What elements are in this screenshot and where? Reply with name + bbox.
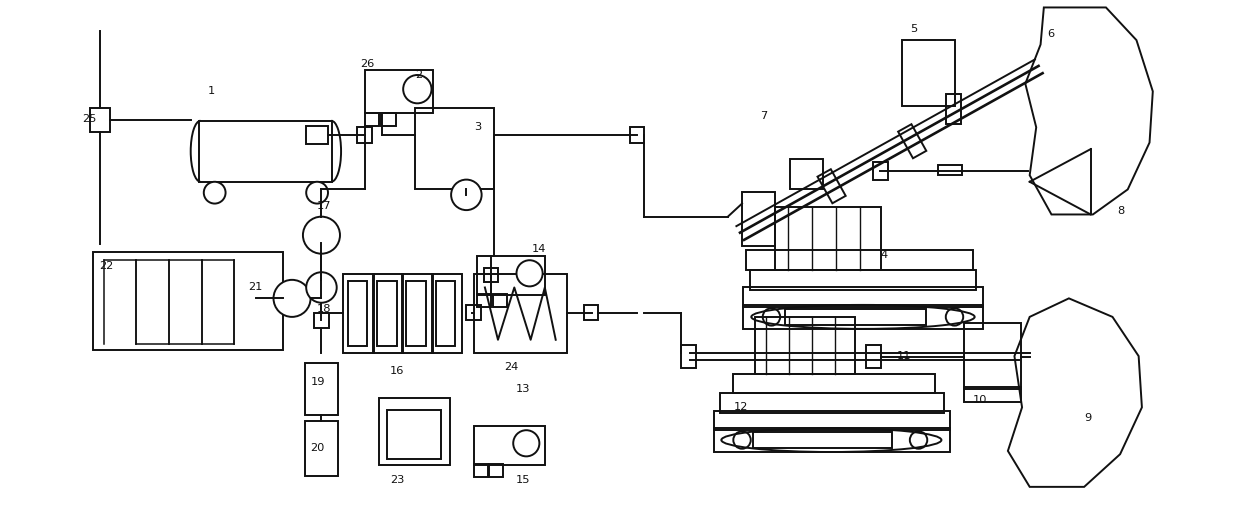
Bar [93,251,283,349]
Bar [379,397,450,465]
Circle shape [513,430,539,456]
Bar [714,411,950,430]
Bar [377,281,397,346]
Text: 4: 4 [880,250,888,260]
Bar [382,113,396,126]
Bar [743,287,983,307]
Bar [484,268,498,282]
Circle shape [517,260,543,286]
Bar [790,159,822,189]
Text: 22: 22 [99,261,113,271]
Bar [965,324,1021,389]
Bar [306,126,329,144]
Circle shape [303,217,340,253]
Bar [746,250,973,270]
Text: 12: 12 [733,402,748,412]
Text: 24: 24 [505,362,518,372]
Text: 17: 17 [317,201,331,211]
Bar [402,275,433,353]
Text: 7: 7 [760,111,768,121]
Bar [477,256,544,295]
Text: 23: 23 [391,475,404,485]
Bar [939,165,962,175]
Bar [314,313,329,328]
Text: 3: 3 [474,122,481,132]
Bar [466,305,481,320]
Text: 8: 8 [1117,206,1125,216]
Bar [753,432,893,447]
Bar [477,294,491,307]
Bar [965,387,1021,402]
Bar [474,275,567,353]
Bar [775,207,882,270]
Text: 26: 26 [361,59,374,69]
Bar [490,464,503,477]
Bar [305,363,337,415]
Text: 21: 21 [248,282,263,292]
Bar [867,345,882,368]
Bar [91,108,110,132]
Text: 1: 1 [208,86,216,96]
Bar [432,275,463,353]
Text: 9: 9 [1084,413,1091,423]
Bar [200,121,332,182]
Circle shape [274,280,310,317]
Circle shape [306,272,337,302]
Text: 25: 25 [82,114,97,124]
Bar [584,305,598,320]
Text: 11: 11 [897,351,911,361]
Bar [681,345,697,368]
Bar [755,317,856,374]
Bar [347,281,367,346]
Text: 20: 20 [310,443,325,453]
Bar [750,270,976,290]
Bar [630,128,644,143]
Text: 19: 19 [310,377,325,387]
Circle shape [203,182,226,203]
Bar [733,374,935,393]
Circle shape [403,75,432,103]
Bar [714,428,950,452]
Bar [343,275,373,353]
Bar [743,305,983,329]
Bar [365,113,379,126]
Bar [720,393,944,413]
Bar [436,281,455,346]
Circle shape [306,182,329,203]
Text: 14: 14 [532,245,546,255]
Bar [873,162,888,180]
Text: 2: 2 [415,70,423,80]
Text: 5: 5 [910,24,918,34]
Bar [407,281,427,346]
Bar [742,192,775,246]
Bar [373,275,403,353]
Bar [387,409,441,458]
Text: 10: 10 [973,395,987,405]
Bar [946,93,961,124]
Text: 6: 6 [1047,28,1054,38]
Bar [415,108,494,189]
Bar [492,294,507,307]
Circle shape [451,180,481,210]
Bar [903,40,955,105]
Text: 13: 13 [516,384,529,394]
Bar [474,464,489,477]
Bar [357,128,372,143]
Bar [305,422,337,476]
Text: 15: 15 [516,475,529,485]
Bar [898,124,926,158]
Text: 18: 18 [317,304,331,314]
Bar [365,70,433,113]
Bar [474,426,544,465]
Text: 16: 16 [391,366,404,376]
Bar [785,309,926,325]
Bar [817,169,846,203]
